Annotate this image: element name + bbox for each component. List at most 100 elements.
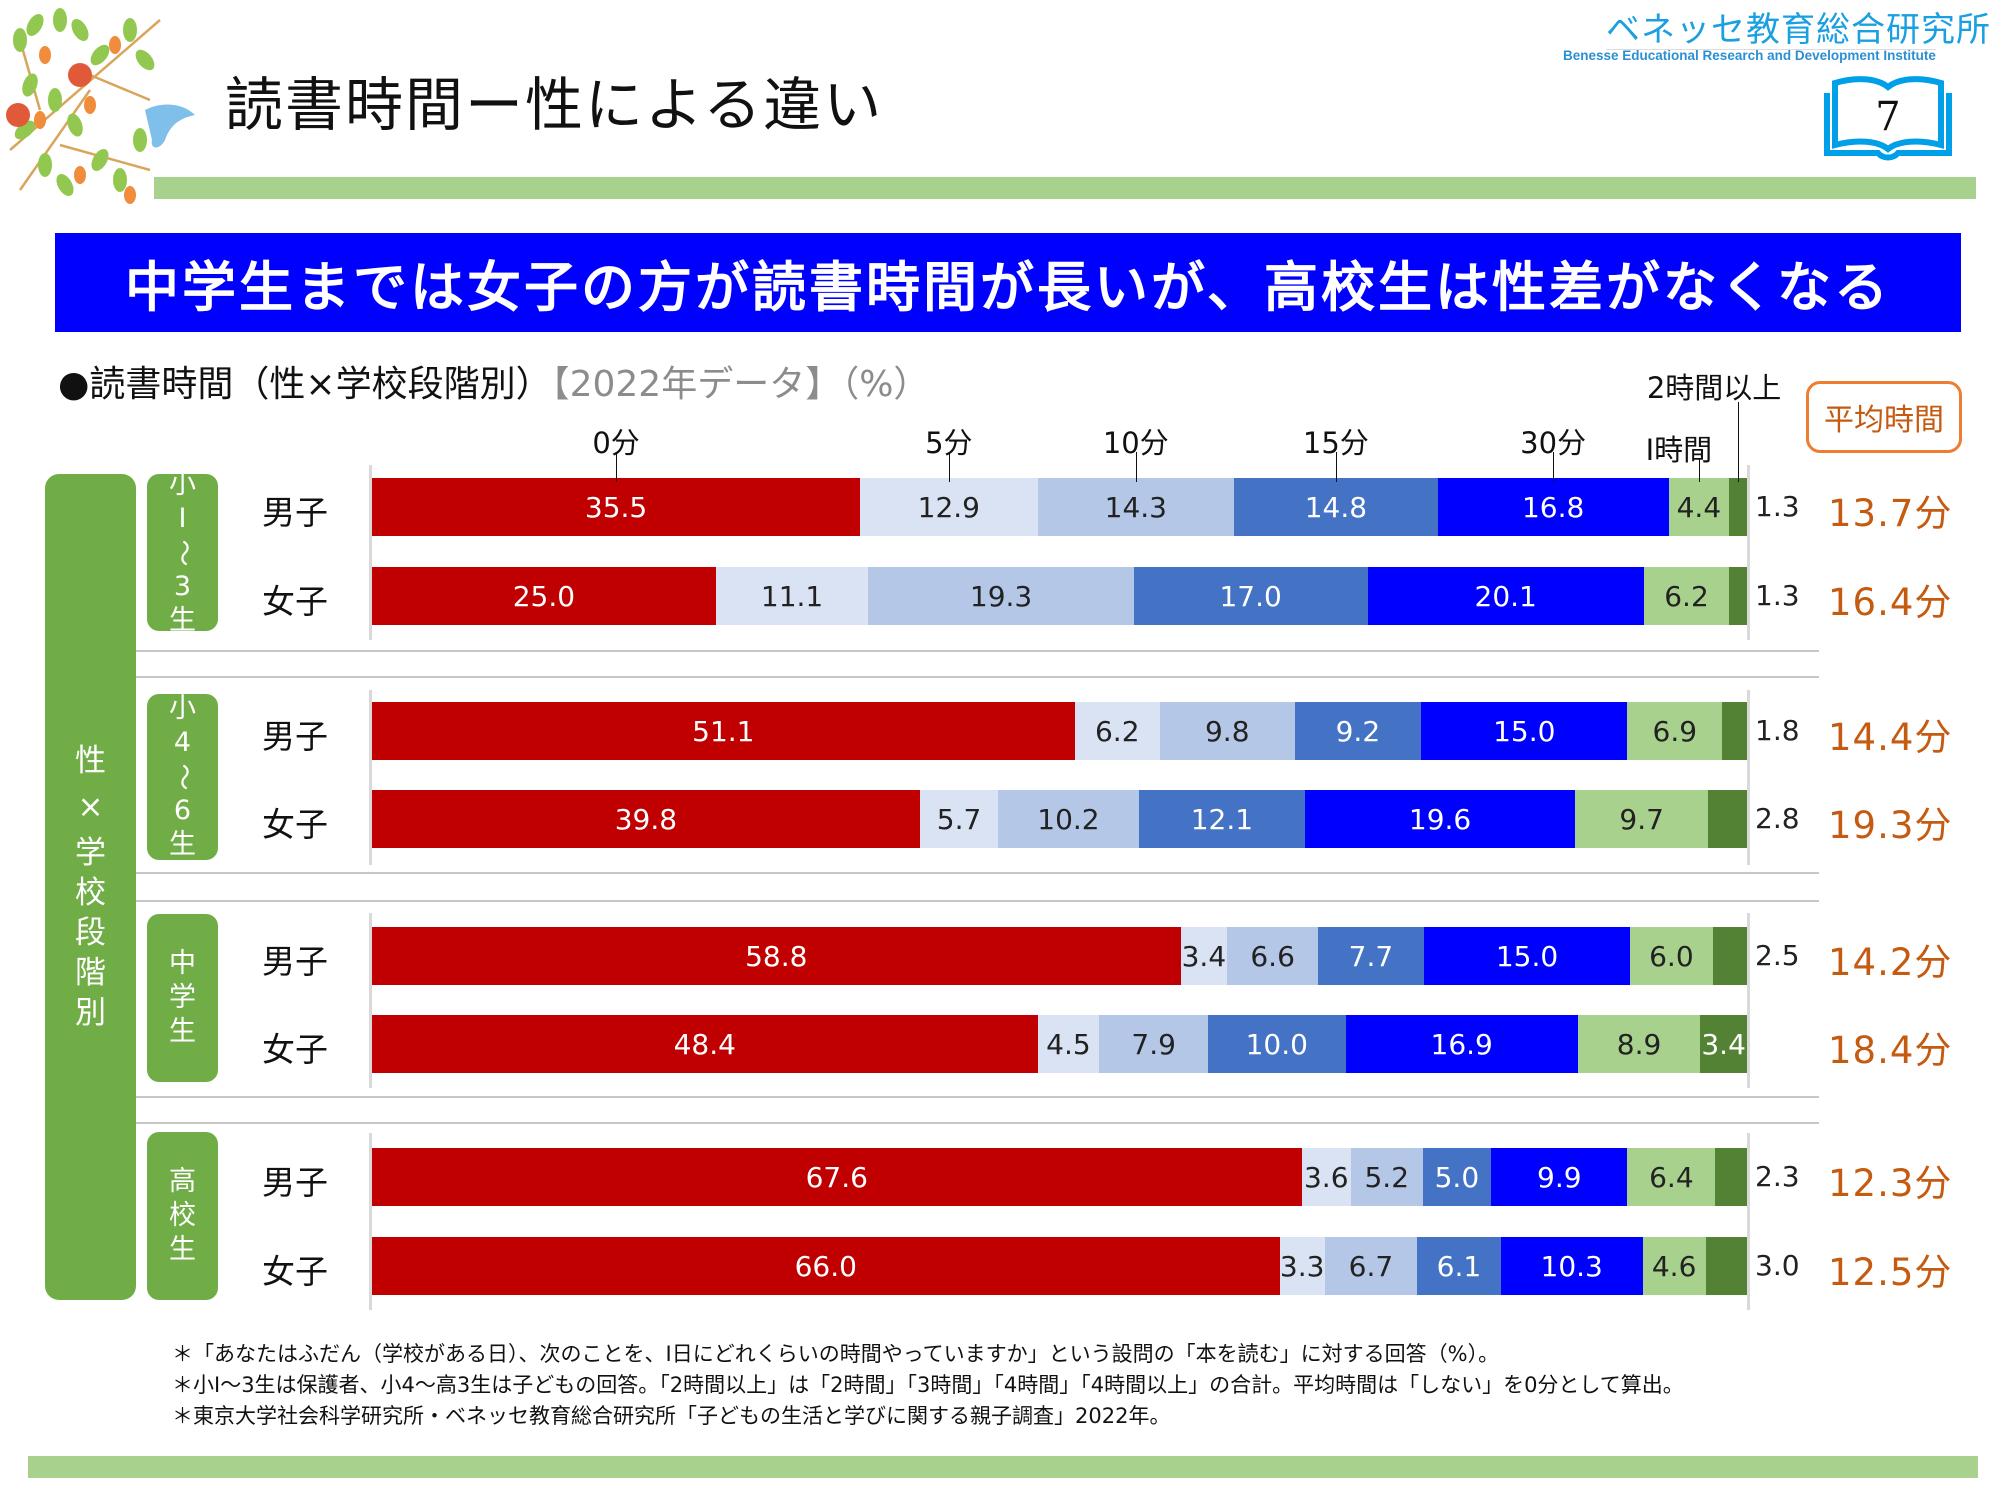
- bar-segment-15分: 12.1: [1138, 790, 1306, 848]
- outer-group-char: 学: [75, 835, 106, 871]
- outer-group-char: 性: [75, 743, 106, 779]
- group-divider: [136, 650, 1819, 652]
- bar-segment-15分: 6.1: [1417, 1237, 1501, 1295]
- data-label: 6.6: [1250, 939, 1295, 973]
- bar-segment-0分: 51.1: [372, 702, 1075, 760]
- axis-line-left: [369, 1133, 372, 1310]
- header-divider: [154, 177, 1976, 199]
- axis-line-right: [1747, 913, 1750, 1088]
- data-label: 6.1: [1436, 1249, 1482, 1283]
- bar-segment-2時間以上: [1729, 567, 1747, 625]
- stage-label-3: 中学生: [147, 914, 218, 1082]
- data-label-outside: 1.3: [1755, 579, 1800, 612]
- stage-label-1: 小 I 〜 3 生: [147, 469, 218, 636]
- gender-label: 男子: [262, 942, 328, 981]
- stage-label-char: 生: [169, 604, 196, 636]
- bar-segment-10分: 5.2: [1351, 1148, 1423, 1206]
- series-leader-line: [1738, 402, 1740, 482]
- bar-segment-0分: 58.8: [372, 927, 1181, 985]
- gender-label: 女子: [262, 582, 328, 621]
- footer-divider: [28, 1456, 1978, 1478]
- average-time-value: 12.5分: [1828, 1251, 1953, 1294]
- bar-segment-5分: 3.6: [1301, 1148, 1351, 1206]
- bar-segment-1時間: 4.6: [1642, 1237, 1706, 1295]
- data-label: 10.2: [1037, 802, 1100, 836]
- data-label: 9.7: [1619, 802, 1664, 836]
- gender-label: 男子: [262, 493, 328, 532]
- data-label: 3.4: [1181, 939, 1227, 973]
- data-label: 4.6: [1651, 1249, 1697, 1283]
- bar-segment-10分: 6.6: [1227, 927, 1318, 985]
- bar-segment-5分: 12.9: [860, 478, 1038, 536]
- data-label: 48.4: [673, 1027, 736, 1061]
- bar-segment-5分: 3.3: [1279, 1237, 1325, 1295]
- page-number: 7: [1875, 94, 1901, 140]
- data-label: 8.9: [1616, 1027, 1662, 1061]
- outer-group-char: 段: [75, 915, 106, 951]
- bar-segment-30分: 10.3: [1500, 1237, 1643, 1295]
- stage-label-char: 小: [169, 693, 196, 724]
- bar-segment-10分: 19.3: [868, 567, 1134, 625]
- stage-label-4: 高校生: [147, 1132, 218, 1300]
- outer-group-label: 性 × 学校段階別: [45, 474, 136, 1300]
- group-divider: [136, 872, 1819, 874]
- data-label-outside: 1.3: [1755, 490, 1800, 523]
- series-leader-line: [1698, 458, 1700, 482]
- axis-line-left: [369, 913, 372, 1088]
- bar-segment-1時間: 6.0: [1630, 927, 1713, 985]
- logo-japanese: ベネッセ教育総合研究所: [1606, 10, 1991, 50]
- average-time-value: 18.4分: [1828, 1029, 1953, 1072]
- data-label-outside: 2.3: [1755, 1160, 1800, 1193]
- group-divider: [136, 676, 1819, 678]
- gender-label: 女子: [262, 805, 328, 844]
- data-label: 4.5: [1046, 1027, 1091, 1061]
- group-divider: [136, 900, 1819, 902]
- data-label: 58.8: [745, 939, 808, 973]
- data-label: 6.9: [1652, 714, 1698, 748]
- data-label-outside: 2.5: [1755, 939, 1800, 972]
- bar-segment-1時間: 6.4: [1627, 1148, 1716, 1206]
- data-label: 11.1: [760, 579, 824, 613]
- stage-label-char: 学: [169, 982, 196, 1013]
- bar-segment-5分: 5.7: [919, 790, 999, 848]
- data-label: 3.4: [1701, 1027, 1746, 1061]
- data-label: 10.3: [1540, 1249, 1603, 1283]
- data-label: 3.6: [1303, 1160, 1349, 1194]
- axis-line-right: [1747, 1133, 1750, 1310]
- gender-label: 女子: [262, 1030, 328, 1069]
- bar-segment-2時間以上: [1715, 1148, 1747, 1206]
- data-label: 35.5: [584, 490, 648, 524]
- series-leader-line: [1335, 452, 1337, 482]
- data-label: 6.2: [1094, 714, 1140, 748]
- bar-segment-5分: 4.5: [1037, 1015, 1100, 1073]
- data-label-outside: 3.0: [1755, 1249, 1800, 1282]
- group-divider: [136, 1096, 1819, 1098]
- axis-line-right: [1747, 690, 1750, 865]
- data-label: 12.1: [1190, 802, 1254, 836]
- average-time-value: 13.7分: [1828, 492, 1953, 535]
- data-label: 51.1: [692, 714, 755, 748]
- outer-group-char: ×: [77, 789, 104, 825]
- bar-segment-10分: 7.9: [1099, 1015, 1208, 1073]
- data-label: 6.7: [1348, 1249, 1394, 1283]
- data-label: 10.0: [1245, 1027, 1308, 1061]
- bar-segment-30分: 9.9: [1491, 1148, 1628, 1206]
- series-header-label: 2時間以上: [1646, 371, 1782, 405]
- data-label: 6.4: [1649, 1160, 1694, 1194]
- bar-segment-15分: 17.0: [1133, 567, 1368, 625]
- bar-segment-30分: 19.6: [1305, 790, 1575, 848]
- bar-segment-1時間: 9.7: [1574, 790, 1709, 848]
- data-label: 3.3: [1279, 1249, 1325, 1283]
- bar-segment-0分: 39.8: [372, 790, 920, 848]
- data-label: 15.0: [1495, 939, 1559, 973]
- bar-segment-0分: 48.4: [372, 1015, 1038, 1073]
- stage-label-char: 4: [173, 727, 192, 758]
- data-label-outside: 1.8: [1755, 714, 1800, 747]
- stage-label-char: 高: [169, 1166, 196, 1197]
- footnote-3: ＊東京大学社会科学研究所・ベネッセ教育総合研究所「子どもの生活と学びに関する親子…: [172, 1404, 1171, 1428]
- bar-segment-30分: 16.9: [1345, 1015, 1578, 1073]
- data-label: 39.8: [614, 802, 678, 836]
- bar-segment-10分: 6.7: [1324, 1237, 1417, 1295]
- bar-segment-2時間以上: [1705, 1237, 1747, 1295]
- data-label: 6.0: [1649, 939, 1694, 973]
